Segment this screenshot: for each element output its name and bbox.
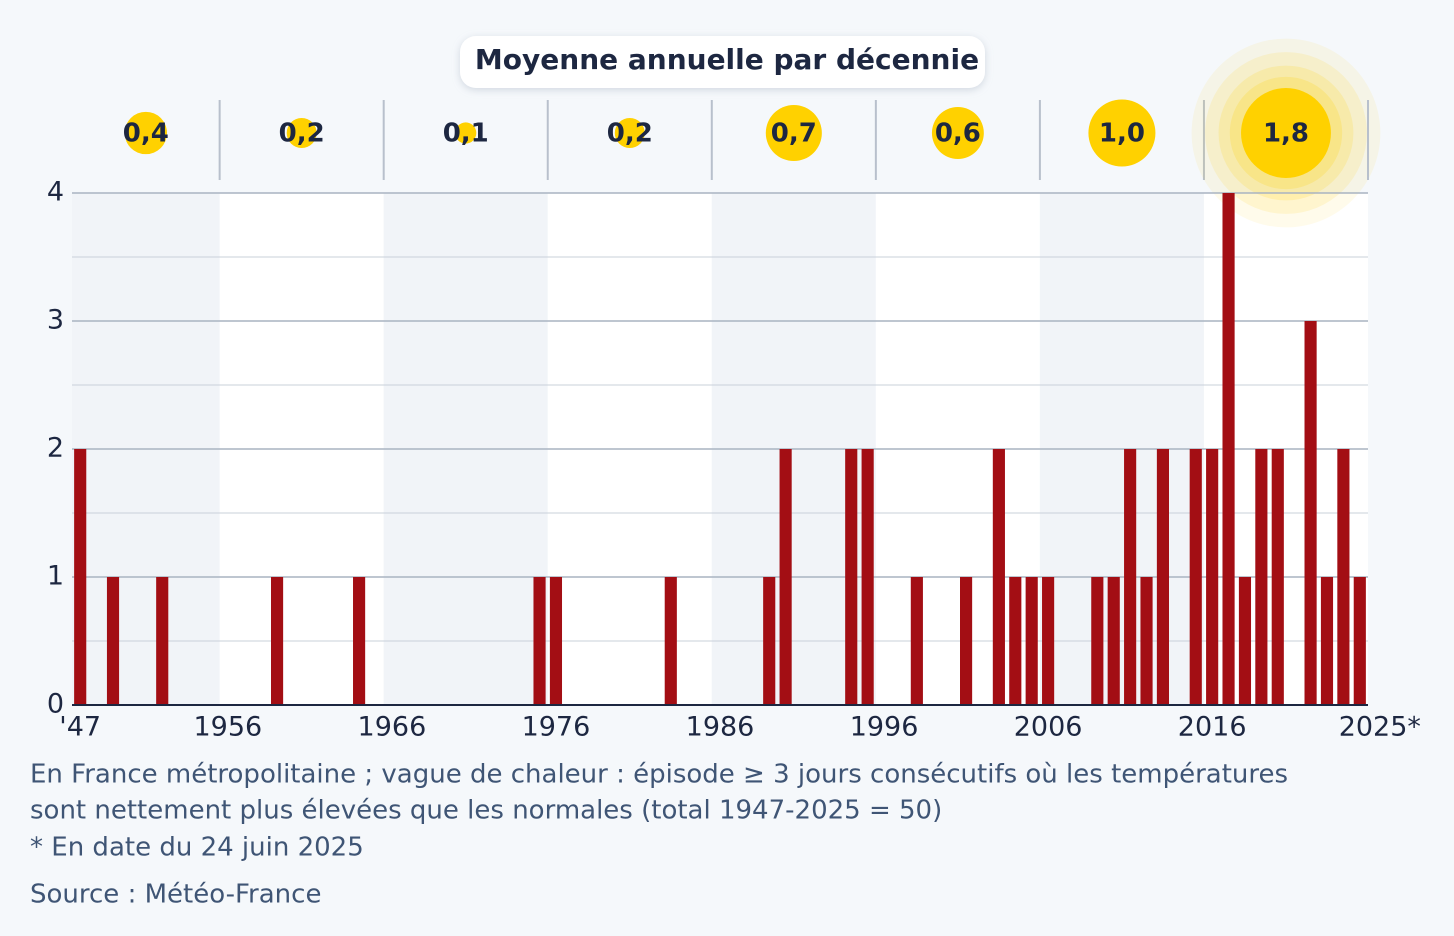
x-tick-label: 2025* [1339, 712, 1421, 743]
bar [1189, 449, 1202, 705]
decade-circle [286, 118, 317, 148]
x-tick-label: 1996 [850, 712, 919, 743]
y-tick-label: 4 [47, 177, 64, 208]
source: Source : Météo-France [30, 880, 321, 910]
decade-circle [765, 104, 822, 162]
decade-label: 0,4 [123, 119, 169, 149]
x-tick-label: 1966 [358, 712, 427, 743]
bar [861, 449, 874, 705]
decade-label: 0,2 [607, 119, 653, 149]
note: * En date du 24 juin 2025 [30, 833, 364, 863]
bar [1304, 321, 1317, 705]
x-tick-label: 2016 [1178, 712, 1247, 743]
bar [1140, 577, 1153, 705]
decade-title: Moyenne annuelle par décennie [475, 43, 979, 76]
bar [1206, 449, 1219, 705]
x-tick-label: 1986 [686, 712, 755, 743]
bar [1025, 577, 1038, 705]
decade-circle [124, 111, 168, 155]
bar [845, 449, 858, 705]
bar [1042, 577, 1055, 705]
decade-circle [455, 122, 477, 144]
decade-label: 0,6 [935, 119, 981, 149]
y-tick-label: 0 [47, 689, 64, 720]
bar [533, 577, 546, 705]
bar [74, 449, 87, 705]
decade-label: 0,2 [279, 119, 325, 149]
y-tick-label: 3 [47, 305, 64, 336]
bar [1238, 577, 1252, 705]
x-tick-label: 1956 [193, 712, 262, 743]
decade-label: 1,8 [1263, 119, 1309, 149]
x-tick-label: 1976 [522, 712, 591, 743]
bar [1222, 193, 1235, 705]
note: sont nettement plus élevées que les norm… [30, 796, 942, 826]
decade-circle [931, 107, 984, 159]
bar [549, 577, 563, 705]
decade-circle [614, 118, 645, 148]
note: En France métropolitaine ; vague de chal… [30, 760, 1288, 790]
x-tick-label: 2006 [1014, 712, 1083, 743]
bar [353, 577, 366, 705]
legend-box [460, 36, 985, 88]
decade-circle [1241, 88, 1331, 178]
bar [763, 577, 776, 705]
bar [960, 577, 973, 705]
bar [1320, 577, 1334, 705]
bar [992, 449, 1005, 705]
decade-label: 0,1 [443, 119, 489, 149]
decade-label: 1,0 [1099, 119, 1145, 149]
bar [1107, 577, 1120, 705]
bar [910, 577, 923, 705]
bar [1255, 449, 1268, 705]
x-tick-label: '47 [59, 712, 101, 743]
bar [779, 449, 792, 705]
bar [270, 577, 284, 705]
bar [664, 577, 677, 705]
bar [156, 577, 169, 705]
bar [1124, 449, 1137, 705]
bar [1337, 449, 1350, 705]
decade-label: 0,7 [771, 119, 817, 149]
y-tick-label: 1 [47, 561, 64, 592]
bar [1271, 449, 1284, 705]
bar [1353, 577, 1366, 705]
bar [1091, 577, 1104, 705]
bar [1009, 577, 1022, 705]
decade-circle [1088, 99, 1156, 167]
y-tick-label: 2 [47, 433, 64, 464]
bar [1156, 449, 1170, 705]
bar [106, 577, 120, 705]
